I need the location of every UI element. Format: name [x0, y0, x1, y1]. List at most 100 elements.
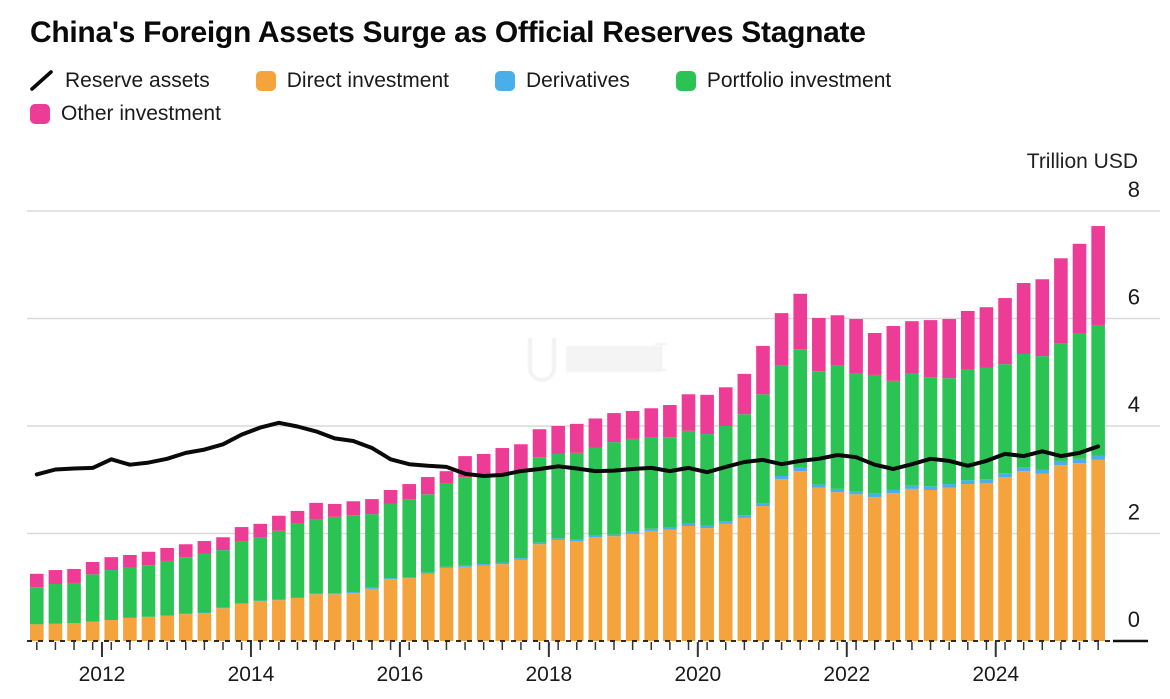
- legend-label: Reserve assets: [65, 69, 210, 92]
- bar-segment-direct-investment: [514, 559, 528, 641]
- bar-segment-portfolio-investment: [197, 553, 212, 613]
- bar-segment-portfolio-investment: [439, 482, 454, 567]
- legend-label: Direct investment: [286, 69, 449, 92]
- bar-segment-direct-investment: [216, 608, 230, 641]
- bar-segment-direct-investment: [85, 621, 100, 641]
- bar-segment-other-investment: [793, 293, 808, 350]
- bar-segment-portfolio-investment: [327, 516, 342, 594]
- bar-segment-other-investment: [923, 320, 938, 378]
- bar-segment-portfolio-investment: [1091, 324, 1105, 456]
- bar-segment-other-investment: [216, 537, 230, 551]
- bar-segment-other-investment: [141, 551, 156, 566]
- bar-segment-other-investment: [309, 502, 323, 519]
- bar-segment-derivatives: [1016, 467, 1031, 472]
- bar-segment-other-investment: [961, 310, 975, 370]
- bar-segment-other-investment: [700, 394, 714, 435]
- bar-segment-other-investment: [756, 345, 770, 395]
- bar-segment-direct-investment: [700, 528, 714, 641]
- y-tick-label-0: 0: [1128, 607, 1140, 632]
- bar-segment-other-investment: [346, 501, 361, 516]
- bar-segment-direct-investment: [402, 578, 416, 641]
- bar-segment-derivatives: [178, 613, 193, 615]
- bar-segment-derivatives: [1072, 458, 1087, 464]
- y-tick-label-4: 4: [1128, 392, 1140, 417]
- bar-segment-other-investment: [421, 477, 435, 495]
- bar-segment-other-investment: [327, 503, 342, 517]
- x-year-label-2024: 2024: [972, 663, 1019, 686]
- x-year-label-2016: 2016: [377, 663, 424, 686]
- bar-segment-portfolio-investment: [365, 514, 379, 588]
- bar-segment-direct-investment: [905, 488, 919, 641]
- bar-segment-portfolio-investment: [998, 364, 1012, 474]
- bar-segment-direct-investment: [178, 614, 193, 641]
- bar-segment-other-investment: [942, 319, 956, 379]
- bar-segment-derivatives: [1091, 455, 1105, 460]
- bar-segment-other-investment: [123, 555, 137, 568]
- bar-segment-direct-investment: [197, 613, 212, 641]
- legend-item-derivatives: Derivatives: [494, 68, 630, 94]
- bar-segment-portfolio-investment: [514, 471, 528, 559]
- chart-title: China's Foreign Assets Surge as Official…: [30, 16, 866, 49]
- bar-segment-other-investment: [476, 453, 491, 476]
- bar-segment-portfolio-investment: [588, 447, 603, 536]
- bar-segment-derivatives: [625, 531, 640, 535]
- bar-segment-portfolio-investment: [793, 349, 808, 468]
- bar-segment-derivatives: [961, 480, 975, 485]
- bar-segment-portfolio-investment: [551, 453, 565, 539]
- bar-segment-portfolio-investment: [961, 369, 975, 481]
- bar-segment-direct-investment: [458, 566, 472, 641]
- bar-segment-direct-investment: [979, 482, 994, 641]
- bar-segment-portfolio-investment: [85, 574, 100, 622]
- bar-segment-portfolio-investment: [774, 365, 789, 476]
- bar-segment-portfolio-investment: [1072, 333, 1087, 459]
- bar-segment-derivatives: [514, 558, 528, 560]
- bar-segment-direct-investment: [663, 529, 677, 641]
- bar-segment-derivatives: [327, 593, 342, 595]
- bar-segment-other-investment: [1091, 226, 1105, 325]
- bar-segment-other-investment: [569, 423, 584, 453]
- bar-segment-direct-investment: [495, 564, 510, 641]
- bar-segment-direct-investment: [737, 517, 752, 641]
- derivatives-swatch-icon: [494, 71, 515, 91]
- bar-segment-derivatives: [1035, 469, 1050, 474]
- legend-label: Derivatives: [525, 69, 630, 92]
- bar-segment-derivatives: [458, 565, 472, 567]
- bar-segment-direct-investment: [365, 588, 379, 641]
- bar-segment-other-investment: [85, 561, 100, 575]
- bar-segment-portfolio-investment: [216, 550, 230, 608]
- y-tick-label-6: 6: [1128, 285, 1140, 310]
- x-year-label-2014: 2014: [228, 663, 275, 686]
- bar-segment-direct-investment: [1072, 463, 1087, 641]
- bar-segment-other-investment: [663, 405, 677, 438]
- bar-segment-other-investment: [979, 307, 994, 368]
- bar-segment-direct-investment: [793, 471, 808, 641]
- bar-segment-portfolio-investment: [1035, 356, 1050, 470]
- bar-segment-portfolio-investment: [644, 437, 659, 529]
- bar-segment-derivatives: [700, 525, 714, 529]
- bar-segment-derivatives: [495, 562, 510, 565]
- bar-segment-direct-investment: [625, 534, 640, 641]
- bar-segment-other-investment: [532, 429, 547, 458]
- bar-segment-portfolio-investment: [458, 477, 472, 566]
- bar-segment-other-investment: [849, 319, 863, 374]
- bar-segment-other-investment: [67, 568, 81, 583]
- bar-segment-portfolio-investment: [48, 584, 63, 624]
- legend-item-portfolio-investment: Portfolio investment: [675, 68, 892, 94]
- bar-segment-derivatives: [402, 577, 416, 579]
- bar-segment-derivatives: [774, 475, 789, 480]
- legend-item-direct-investment: Direct investment: [255, 68, 449, 94]
- bar-segment-portfolio-investment: [290, 523, 305, 598]
- legend-label: Portfolio investment: [706, 69, 892, 92]
- watermark: [528, 338, 667, 382]
- bar-segment-direct-investment: [123, 617, 137, 641]
- bar-segment-derivatives: [346, 592, 361, 594]
- bar-segment-direct-investment: [476, 565, 491, 641]
- bar-segment-derivatives: [588, 535, 603, 538]
- bar-segment-direct-investment: [569, 541, 584, 641]
- bar-segment-portfolio-investment: [421, 494, 435, 573]
- bar-segment-direct-investment: [272, 600, 286, 641]
- bar-segment-derivatives: [253, 600, 268, 602]
- bar-segment-other-investment: [383, 489, 398, 504]
- bar-segment-portfolio-investment: [476, 475, 491, 565]
